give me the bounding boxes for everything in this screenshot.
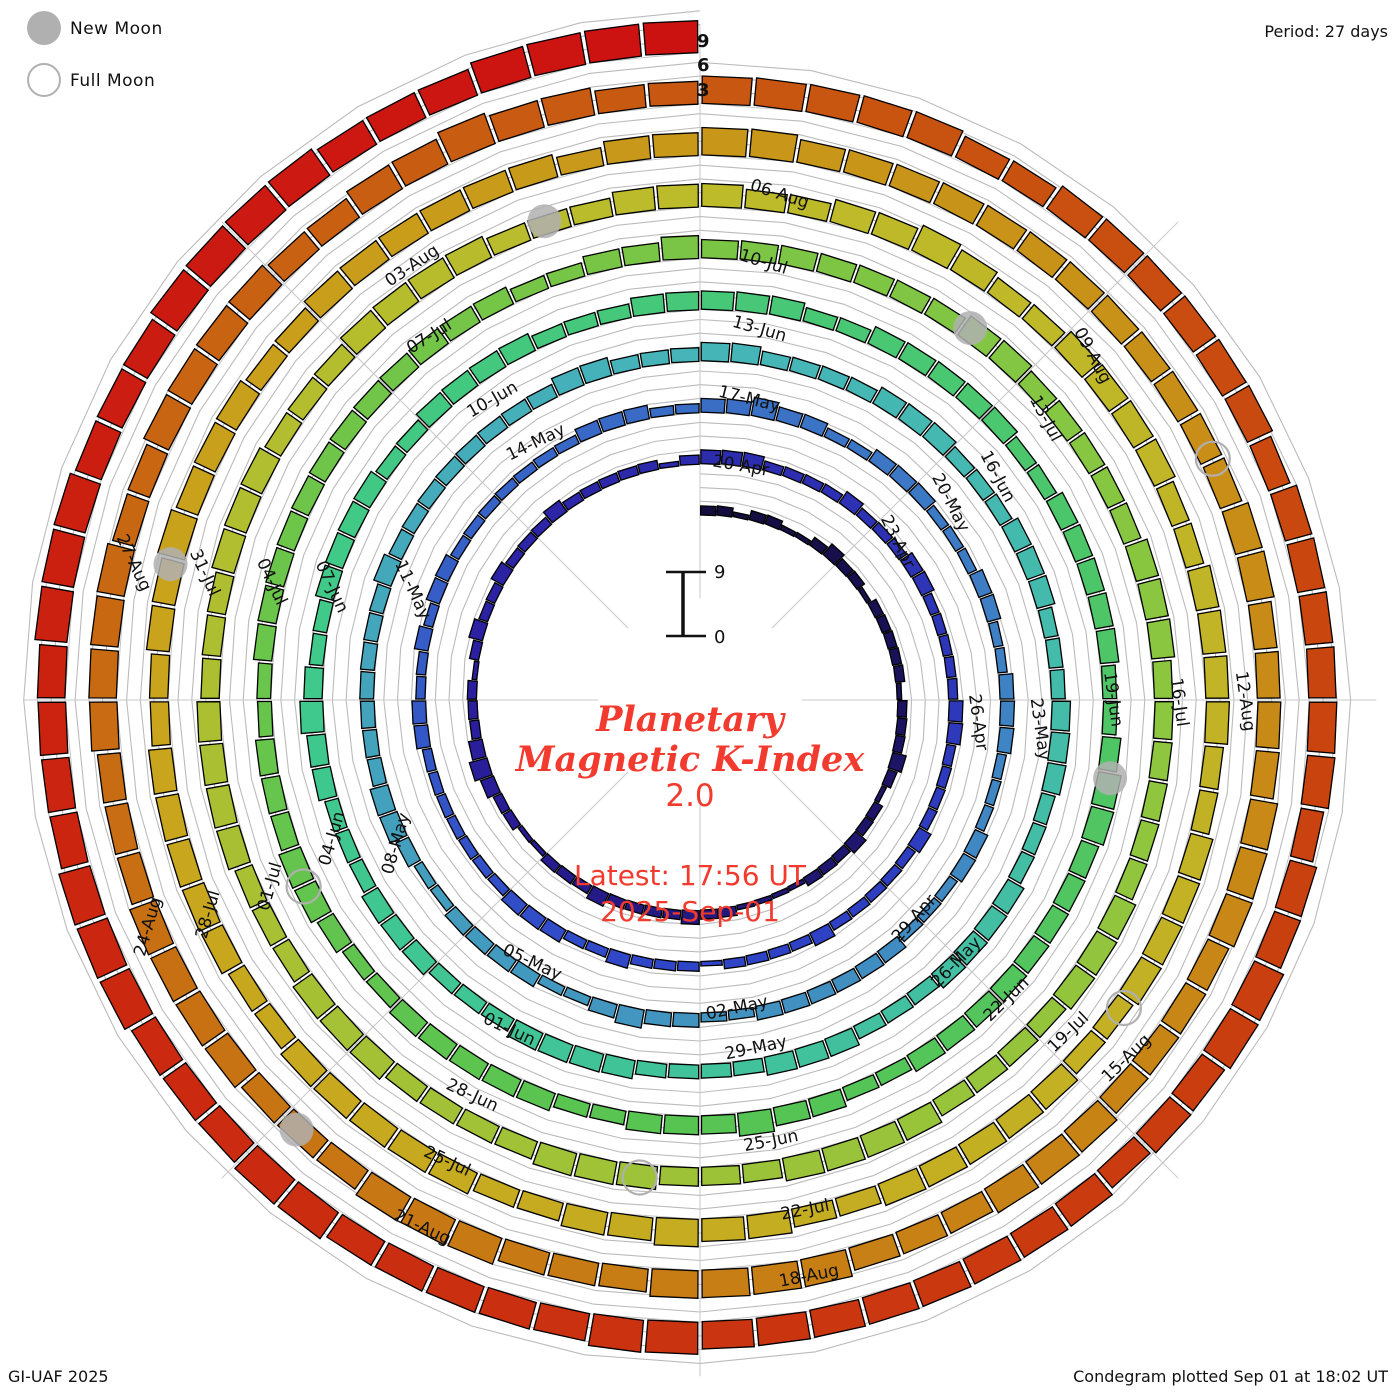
credit-label: GI-UAF 2025: [8, 1367, 109, 1386]
scalebar-bottom-label: 0: [714, 627, 726, 648]
page-title: Planetary Magnetic K-Index: [515, 699, 865, 780]
date-label: 26-Apr: [964, 693, 992, 752]
date-label: 07-Jun: [311, 558, 352, 617]
date-label: 23-Apr: [876, 512, 919, 572]
new-moon-legend-label: New Moon: [70, 19, 163, 39]
new-moon-swatch-icon: [27, 11, 61, 45]
current-k-index-value: 2.0: [665, 778, 715, 814]
date-label: 11-May: [390, 557, 435, 622]
radial-tick-9: 9: [697, 31, 710, 52]
polar-grid: [23, 10, 1377, 1377]
latest-observation-label: Latest: 17:56 UT 2025-Sep-01: [573, 859, 807, 928]
period-label: Period: 27 days: [1264, 22, 1388, 41]
moon-markers: [153, 204, 1231, 1196]
date-label: 12-Aug: [1231, 670, 1259, 733]
scale-bar: [666, 570, 706, 638]
full-moon-legend-label: Full Moon: [70, 71, 156, 91]
scalebar-top-label: 9: [714, 562, 726, 583]
date-label: 23-May: [1026, 697, 1055, 762]
plotted-timestamp-label: Condegram plotted Sep 01 at 18:02 UT: [1073, 1367, 1388, 1386]
full-moon-swatch-icon: [27, 63, 61, 97]
radial-tick-6: 6: [697, 55, 710, 76]
spiral-bars: [34, 20, 1338, 1355]
radial-tick-3: 3: [697, 80, 710, 101]
date-label: 26-May: [927, 933, 985, 992]
